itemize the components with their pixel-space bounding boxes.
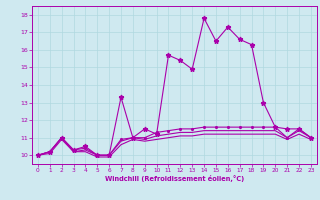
X-axis label: Windchill (Refroidissement éolien,°C): Windchill (Refroidissement éolien,°C) <box>105 175 244 182</box>
